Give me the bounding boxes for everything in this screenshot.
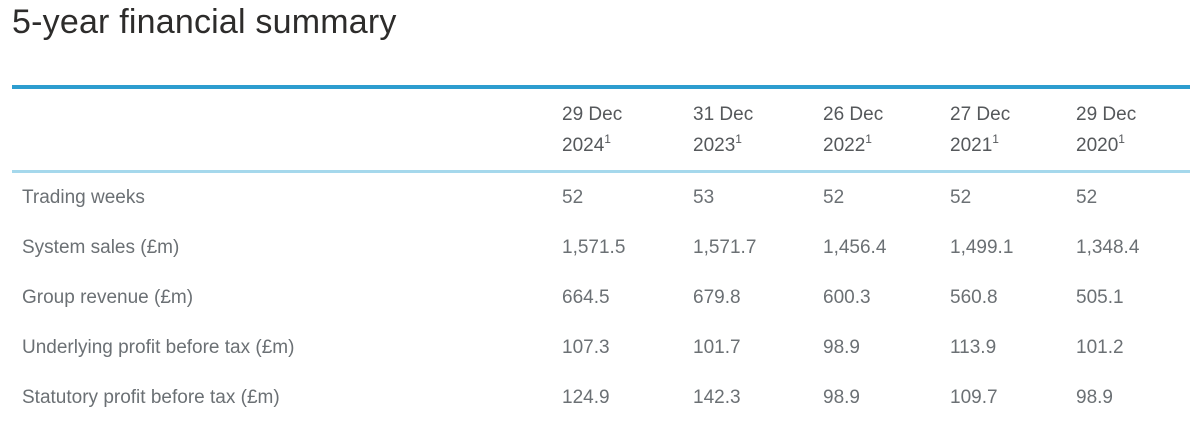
cell-value: 1,456.4 — [823, 237, 887, 258]
table-row-trading-weeks: Trading weeks 52 53 52 52 52 — [12, 172, 1190, 224]
column-header-2023: 31 Dec 20231 — [693, 87, 823, 173]
column-header-2022: 26 Dec 20221 — [823, 87, 950, 173]
column-date: 29 Dec — [1076, 104, 1137, 125]
column-date: 26 Dec — [823, 104, 884, 125]
table-row-system-sales: System sales (£m) 1,571.5 1,571.7 1,456.… — [12, 223, 1190, 273]
cell-value: 109.7 — [950, 387, 998, 408]
footnote-marker: 1 — [604, 132, 611, 146]
column-year: 2021 — [950, 135, 993, 156]
column-year: 2022 — [823, 135, 866, 156]
cell-value: 52 — [1076, 187, 1098, 208]
cell-value: 124.9 — [562, 387, 610, 408]
table-row-underlying-profit: Underlying profit before tax (£m) 107.3 … — [12, 323, 1190, 373]
footnote-marker: 1 — [1118, 132, 1125, 146]
header-row: 29 Dec 20241 31 Dec 20231 26 Dec 20221 2… — [12, 87, 1190, 173]
cell-value: 113.9 — [950, 337, 997, 358]
table-header: 29 Dec 20241 31 Dec 20231 26 Dec 20221 2… — [12, 87, 1190, 173]
cell-value: 52 — [950, 187, 972, 208]
table-body: Trading weeks 52 53 52 52 52 System sale… — [12, 172, 1190, 424]
column-year: 2024 — [562, 135, 605, 156]
cell-value: 600.3 — [823, 287, 871, 308]
table-row-group-revenue: Group revenue (£m) 664.5 679.8 600.3 560… — [12, 273, 1190, 323]
footnote-marker: 1 — [992, 132, 999, 146]
footnote-marker: 1 — [735, 132, 742, 146]
header-label-spacer — [12, 87, 562, 173]
cell-value: 1,348.4 — [1076, 237, 1140, 258]
row-label: Statutory profit before tax (£m) — [22, 387, 280, 408]
cell-value: 560.8 — [950, 287, 998, 308]
row-label: Trading weeks — [22, 187, 145, 208]
row-label: System sales (£m) — [22, 237, 180, 258]
cell-value: 107.3 — [562, 337, 610, 358]
column-header-2021: 27 Dec 20211 — [950, 87, 1076, 173]
cell-value: 1,571.5 — [562, 237, 626, 258]
cell-value: 98.9 — [823, 387, 860, 408]
cell-value: 142.3 — [693, 387, 741, 408]
cell-value: 679.8 — [693, 287, 741, 308]
cell-value: 98.9 — [823, 337, 860, 358]
cell-value: 101.2 — [1076, 337, 1124, 358]
column-header-2024: 29 Dec 20241 — [562, 87, 693, 173]
column-year: 2020 — [1076, 135, 1119, 156]
table-row-statutory-profit: Statutory profit before tax (£m) 124.9 1… — [12, 373, 1190, 423]
cell-value: 505.1 — [1076, 287, 1124, 308]
page-title: 5-year financial summary — [12, 3, 397, 41]
cell-value: 98.9 — [1076, 387, 1113, 408]
row-label: Underlying profit before tax (£m) — [22, 337, 295, 358]
cell-value: 1,499.1 — [950, 237, 1014, 258]
row-label: Group revenue (£m) — [22, 287, 194, 308]
cell-value: 52 — [823, 187, 845, 208]
cell-value: 664.5 — [562, 287, 610, 308]
footnote-marker: 1 — [865, 132, 872, 146]
column-header-2020: 29 Dec 20201 — [1076, 87, 1190, 173]
column-date: 29 Dec — [562, 104, 623, 125]
financial-summary-table: 29 Dec 20241 31 Dec 20231 26 Dec 20221 2… — [12, 85, 1190, 423]
column-date: 31 Dec — [693, 104, 754, 125]
column-year: 2023 — [693, 135, 736, 156]
cell-value: 53 — [693, 187, 715, 208]
column-date: 27 Dec — [950, 104, 1011, 125]
cell-value: 52 — [562, 187, 584, 208]
cell-value: 1,571.7 — [693, 237, 757, 258]
cell-value: 101.7 — [693, 337, 741, 358]
